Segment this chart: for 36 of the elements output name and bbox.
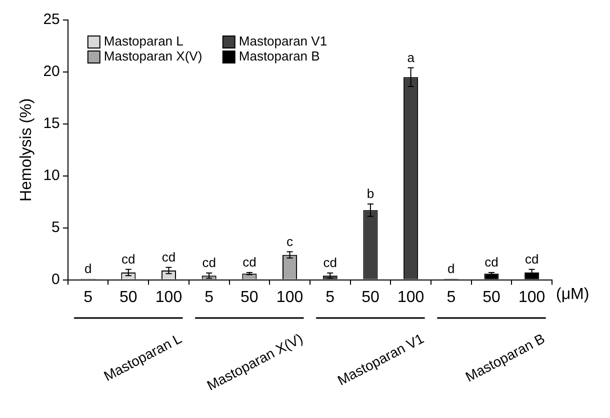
data-label: d (84, 260, 92, 276)
y-tick-label: 15 (43, 115, 60, 132)
data-label: cd (202, 255, 216, 270)
data-label: b (366, 186, 374, 202)
x-tick-label: 5 (326, 288, 335, 306)
x-tick-label: 50 (120, 288, 138, 306)
legend-label: Mastoparan B (238, 48, 320, 64)
data-label: c (286, 234, 294, 249)
x-tick-label: 50 (482, 288, 500, 306)
x-tick-label: 100 (276, 288, 304, 306)
data-label: a (407, 50, 416, 65)
legend-label: Mastoparan V1 (238, 34, 328, 49)
y-tick-label: 20 (43, 63, 60, 80)
data-label: cd (162, 249, 176, 264)
x-tick-label: 5 (446, 288, 456, 306)
x-tick-label: 100 (518, 288, 546, 306)
x-tick-label: 50 (362, 288, 380, 306)
x-tick-label: 50 (240, 288, 258, 306)
x-tick-label: 5 (204, 288, 214, 306)
x-tick-label: 100 (155, 288, 182, 306)
data-label: cd (122, 251, 136, 266)
y-tick-label: 5 (52, 218, 60, 236)
legend-label: Mastoparan L (104, 34, 184, 49)
y-tick-label: 0 (52, 270, 60, 288)
data-label: cd (323, 255, 337, 270)
data-label: cd (484, 254, 498, 270)
y-axis-title: Hemolysis (%) (18, 98, 36, 202)
legend-label: Mastoparan X(V) (104, 48, 202, 64)
data-label: cd (242, 254, 256, 270)
x-axis-title: (μM) (556, 286, 590, 304)
data-label: d (448, 260, 455, 276)
y-tick-label: 25 (43, 11, 60, 28)
x-tick-label: 5 (84, 288, 93, 306)
data-label: cd (524, 251, 539, 266)
x-tick-label: 100 (397, 288, 424, 306)
y-tick-label: 10 (43, 167, 60, 184)
